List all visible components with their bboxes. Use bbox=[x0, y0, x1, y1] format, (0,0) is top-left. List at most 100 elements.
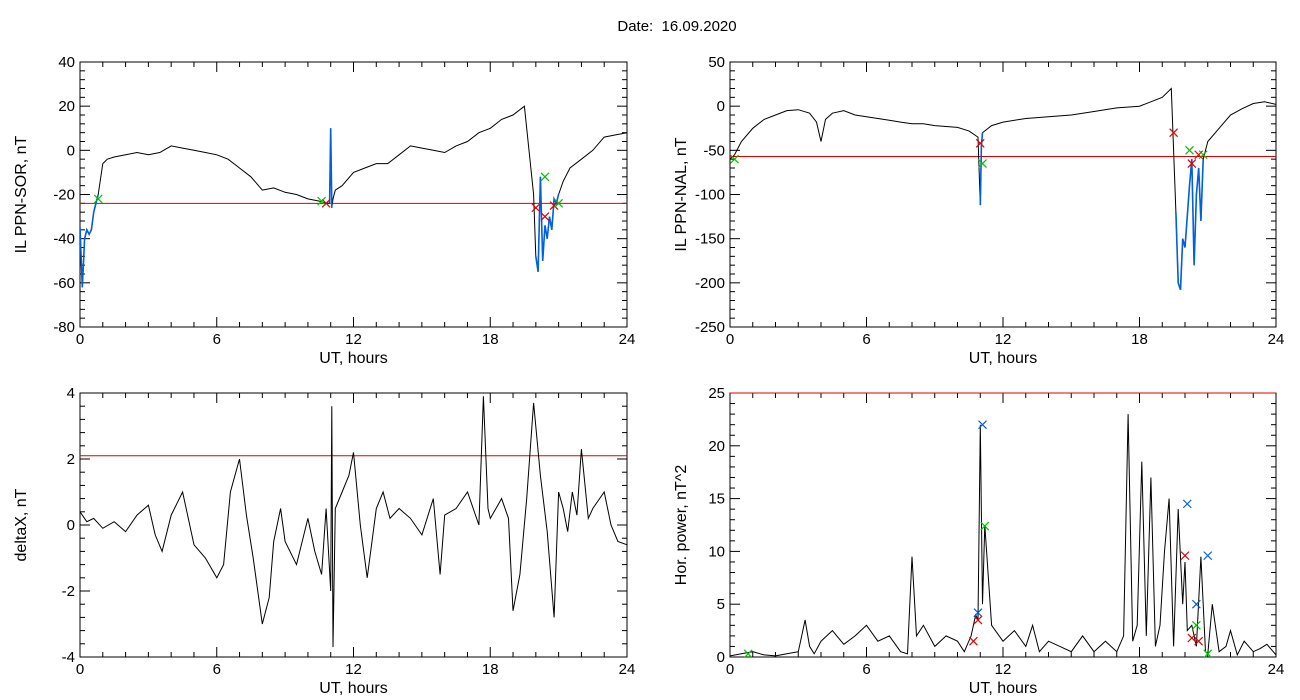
y-axis-title: IL PPN-NAL, nT bbox=[673, 137, 690, 251]
y-tick-label: 0 bbox=[67, 142, 75, 159]
marker-red bbox=[975, 138, 985, 148]
x-tick-label: 0 bbox=[76, 331, 84, 348]
y-tick-label: 0 bbox=[67, 517, 75, 534]
x-tick-label: 18 bbox=[1131, 661, 1148, 678]
x-axis-title: UT, hours bbox=[319, 350, 387, 367]
x-axis-title: UT, hours bbox=[319, 680, 387, 697]
y-tick-label: -250 bbox=[695, 319, 725, 336]
data-layer bbox=[80, 396, 627, 648]
x-tick-label: 12 bbox=[345, 661, 362, 678]
marker-blue bbox=[973, 608, 983, 618]
highlight-segment bbox=[80, 194, 99, 288]
marker-green bbox=[1185, 145, 1194, 155]
x-tick-label: 18 bbox=[482, 331, 499, 348]
marker-green bbox=[743, 649, 753, 658]
x-tick-label: 0 bbox=[726, 661, 734, 678]
y-tick-label: 4 bbox=[67, 385, 75, 402]
marker-red bbox=[1180, 551, 1190, 561]
marker-red bbox=[549, 201, 559, 210]
marker-red bbox=[1187, 633, 1197, 643]
x-tick-label: 12 bbox=[995, 661, 1012, 678]
y-tick-label: 20 bbox=[58, 98, 75, 115]
x-axis-title: UT, hours bbox=[969, 350, 1037, 367]
y-axis-title: IL PPN-SOR, nT bbox=[13, 135, 30, 253]
marker-green bbox=[980, 521, 990, 531]
y-tick-label: -200 bbox=[695, 275, 725, 292]
x-tick-label: 12 bbox=[345, 331, 362, 348]
x-tick-label: 12 bbox=[995, 331, 1012, 348]
y-axis-title: Hor. power, nT^2 bbox=[673, 465, 690, 586]
x-tick-label: 6 bbox=[213, 331, 221, 348]
x-tick-label: 18 bbox=[482, 661, 499, 678]
marker-red bbox=[1194, 636, 1204, 646]
marker-red bbox=[973, 615, 983, 625]
marker-green bbox=[540, 172, 550, 182]
y-tick-label: 0 bbox=[717, 98, 725, 115]
marker-green bbox=[554, 198, 564, 208]
data-layer bbox=[80, 105, 627, 288]
y-tick-label: -150 bbox=[695, 231, 725, 248]
x-tick-label: 24 bbox=[1268, 331, 1285, 348]
panel-hor-power: 0 6 12 18 24 0 5 10 15 20 25 UT, hours Hor. power, n… bbox=[673, 385, 1284, 697]
highlight-segment bbox=[328, 128, 333, 208]
series-line bbox=[730, 414, 1276, 657]
marker-red bbox=[1194, 150, 1204, 160]
y-tick-label: 2 bbox=[67, 451, 75, 468]
marker-red bbox=[321, 198, 331, 208]
marker-red bbox=[1187, 159, 1197, 169]
x-tick-label: 6 bbox=[862, 331, 870, 348]
y-tick-label: 0 bbox=[717, 649, 725, 666]
y-tick-label: -80 bbox=[53, 319, 75, 336]
y-tick-label: -50 bbox=[703, 142, 725, 159]
marker-green bbox=[1198, 150, 1208, 160]
plot-frame bbox=[79, 392, 628, 658]
x-tick-label: 24 bbox=[619, 661, 636, 678]
marker-blue bbox=[1203, 551, 1213, 561]
marker-red bbox=[540, 212, 550, 222]
series-line bbox=[80, 105, 627, 288]
marker-red bbox=[969, 636, 978, 646]
y-tick-label: 40 bbox=[58, 54, 75, 71]
marker-blue bbox=[1182, 499, 1192, 509]
x-tick-label: 18 bbox=[1131, 331, 1148, 348]
series-line bbox=[80, 396, 627, 648]
y-axis-title: deltaX, nT bbox=[13, 488, 30, 561]
y-tick-label: -60 bbox=[53, 275, 75, 292]
highlight-segment bbox=[1175, 159, 1204, 291]
plot-frame bbox=[729, 61, 1277, 328]
panel-ppn-sor: 0 6 12 18 24 -80 -60 -40 -20 0 20 40 UT, hours IL PPN… bbox=[13, 54, 635, 367]
panel-ppn-nal: 0 6 12 18 24 -250 -200 -150 -100 -50 0 50 UT, hours I… bbox=[673, 54, 1284, 367]
x-tick-label: 6 bbox=[862, 661, 870, 678]
x-tick-label: 0 bbox=[726, 331, 734, 348]
y-tick-label: -100 bbox=[695, 187, 725, 204]
marker-blue bbox=[1191, 599, 1201, 609]
y-tick-label: -40 bbox=[53, 231, 75, 248]
y-tick-label: 10 bbox=[708, 543, 725, 560]
figure-title: Date: 16.09.2020 bbox=[617, 18, 737, 35]
data-layer bbox=[730, 87, 1276, 291]
marker-green bbox=[1203, 649, 1213, 658]
y-tick-label: 15 bbox=[708, 491, 725, 508]
x-tick-label: 24 bbox=[619, 331, 636, 348]
y-tick-label: 25 bbox=[708, 385, 725, 402]
x-axis-title: UT, hours bbox=[969, 680, 1037, 697]
y-tick-label: 5 bbox=[717, 596, 725, 613]
marker-green bbox=[730, 154, 739, 164]
marker-green bbox=[1191, 620, 1201, 630]
marker-green bbox=[978, 159, 987, 169]
highlight-segment bbox=[979, 132, 984, 206]
y-tick-label: -20 bbox=[53, 187, 75, 204]
marker-green bbox=[317, 196, 327, 206]
y-tick-label: -2 bbox=[62, 583, 75, 600]
marker-red bbox=[531, 203, 541, 213]
data-layer bbox=[730, 392, 1276, 658]
x-tick-label: 0 bbox=[76, 661, 84, 678]
plot-frame bbox=[79, 61, 628, 328]
y-tick-label: -4 bbox=[62, 649, 75, 666]
marker-green bbox=[93, 194, 103, 204]
marker-blue bbox=[978, 420, 987, 430]
x-tick-label: 6 bbox=[213, 661, 221, 678]
y-tick-label: 50 bbox=[708, 54, 725, 71]
